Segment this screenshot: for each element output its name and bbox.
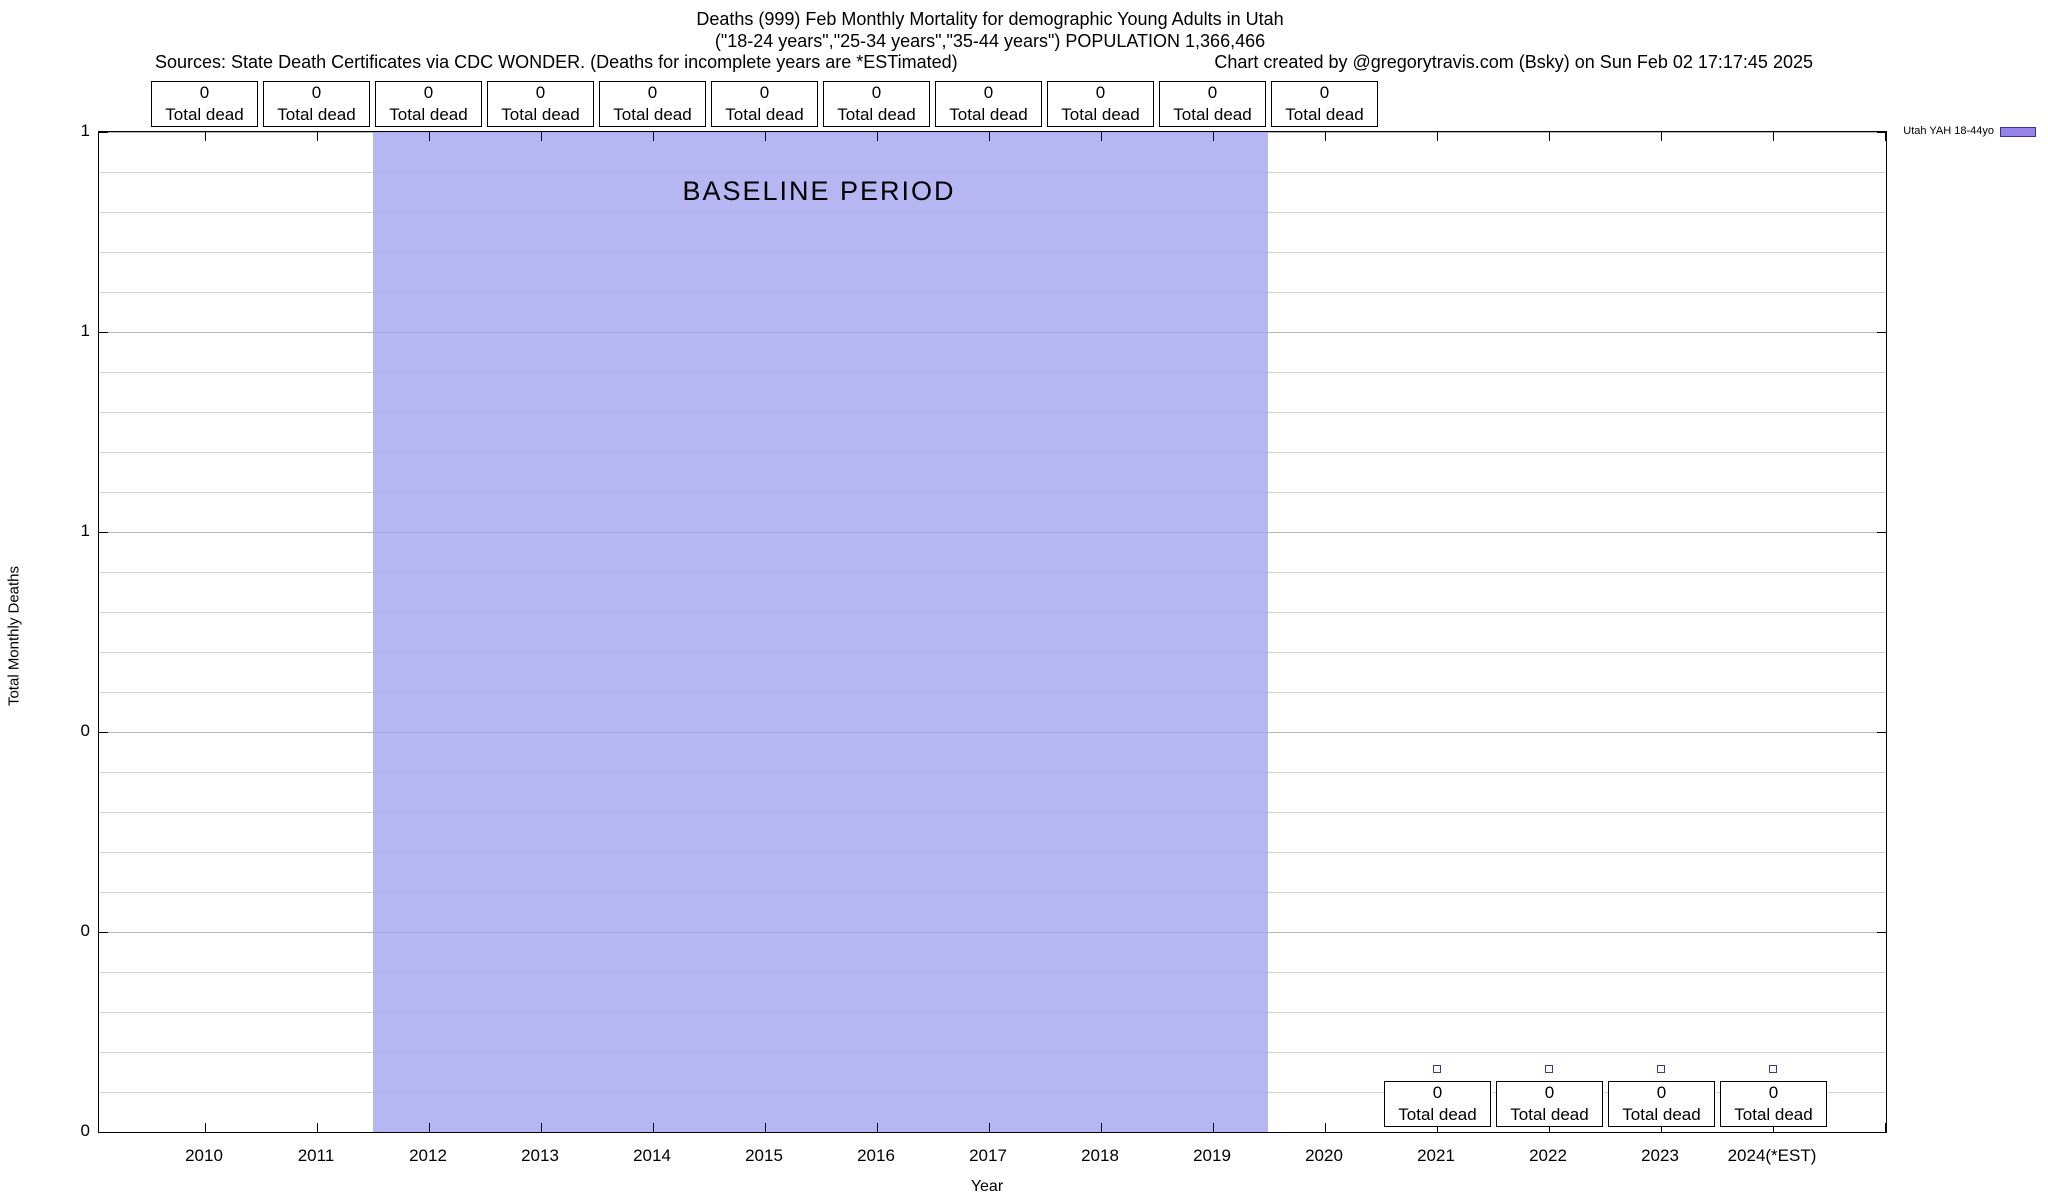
x-axis-label: Year <box>970 1178 1004 1195</box>
annotation-box-2011: 0 Total dead <box>263 81 370 127</box>
annotation-value: 0 <box>647 83 658 102</box>
annotation-box-2024: 0 Total dead <box>1720 1081 1827 1127</box>
annotation-box-2010: 0 Total dead <box>151 81 258 127</box>
annotation-value: 0 <box>199 83 210 102</box>
annotation-box-2018: 0 Total dead <box>1047 81 1154 127</box>
y-tick-label: 1 <box>80 521 90 540</box>
y-tick-label: 0 <box>80 1121 90 1140</box>
y-tick-marks-right <box>1877 132 1886 1132</box>
annotation-value: 0 <box>759 83 770 102</box>
x-tick-marks-bottom <box>99 1123 1886 1132</box>
annotation-value: 0 <box>1319 83 1330 102</box>
annotation-value: 0 <box>1432 1083 1443 1102</box>
data-point-marker-2021 <box>1433 1065 1441 1073</box>
annotation-value: 0 <box>423 83 434 102</box>
annotation-box-2023: 0 Total dead <box>1608 1081 1715 1127</box>
x-tick-label: 2013 <box>521 1146 559 1165</box>
annotation-box-2019: 0 Total dead <box>1159 81 1266 127</box>
annotation-box-2014: 0 Total dead <box>599 81 706 127</box>
annotation-label: Total dead <box>837 105 916 124</box>
x-tick-label: 2010 <box>185 1146 223 1165</box>
sources-note: Sources: State Death Certificates via CD… <box>155 52 958 72</box>
legend-marker-swatch <box>2000 127 2036 137</box>
annotation-label: Total dead <box>165 105 244 124</box>
annotation-label: Total dead <box>1173 105 1252 124</box>
annotation-label: Total dead <box>725 105 804 124</box>
annotation-box-2012: 0 Total dead <box>375 81 482 127</box>
annotation-value: 0 <box>535 83 546 102</box>
x-tick-label: 2018 <box>1081 1146 1119 1165</box>
data-point-marker-2022 <box>1545 1065 1553 1073</box>
plot-area: BASELINE PERIOD 0 Total dead 0 Total dea… <box>98 131 1887 1133</box>
x-tick-label: 2017 <box>969 1146 1007 1165</box>
annotation-box-2021: 0 Total dead <box>1384 1081 1491 1127</box>
chart-header: Deaths (999) Feb Monthly Mortality for d… <box>0 8 1980 52</box>
x-tick-label: 2012 <box>409 1146 447 1165</box>
baseline-label: BASELINE PERIOD <box>682 176 956 206</box>
annotation-label: Total dead <box>1398 1105 1477 1124</box>
y-tick-marks-left <box>99 132 108 1132</box>
annotation-value: 0 <box>983 83 994 102</box>
annotation-box-2016: 0 Total dead <box>823 81 930 127</box>
annotation-value: 0 <box>1207 83 1218 102</box>
annotation-label: Total dead <box>1061 105 1140 124</box>
annotation-label: Total dead <box>277 105 356 124</box>
x-tick-label: 2022 <box>1529 1146 1567 1165</box>
annotation-label: Total dead <box>1622 1105 1701 1124</box>
x-tick-label: 2021 <box>1417 1146 1455 1165</box>
annotation-value: 0 <box>1095 83 1106 102</box>
annotation-label: Total dead <box>501 105 580 124</box>
x-tick-marks-top <box>99 132 1886 141</box>
annotation-label: Total dead <box>389 105 468 124</box>
y-tick-label: 0 <box>80 921 90 940</box>
annotation-label: Total dead <box>613 105 692 124</box>
annotation-box-2017: 0 Total dead <box>935 81 1042 127</box>
x-tick-label: 2019 <box>1193 1146 1231 1165</box>
data-point-marker-2024 <box>1769 1065 1777 1073</box>
y-tick-label: 1 <box>80 121 90 140</box>
x-tick-label: 2020 <box>1305 1146 1343 1165</box>
annotation-label: Total dead <box>949 105 1028 124</box>
annotation-value: 0 <box>1544 1083 1555 1102</box>
credit-note: Chart created by @gregorytravis.com (Bsk… <box>1214 52 1813 72</box>
annotation-label: Total dead <box>1510 1105 1589 1124</box>
annotation-value: 0 <box>1768 1083 1779 1102</box>
x-tick-label: 2023 <box>1641 1146 1679 1165</box>
y-tick-label: 1 <box>80 321 90 340</box>
annotation-value: 0 <box>871 83 882 102</box>
x-tick-label: 2015 <box>745 1146 783 1165</box>
chart-subtitle: ("18-24 years","25-34 years","35-44 year… <box>714 31 1266 51</box>
annotation-box-2015: 0 Total dead <box>711 81 818 127</box>
annotation-label: Total dead <box>1285 105 1364 124</box>
annotation-box-2013: 0 Total dead <box>487 81 594 127</box>
annotation-value: 0 <box>1656 1083 1667 1102</box>
x-tick-label: 2016 <box>857 1146 895 1165</box>
x-tick-label: 2014 <box>633 1146 671 1165</box>
data-point-marker-2023 <box>1657 1065 1665 1073</box>
legend-label: Utah YAH 18-44yo <box>1903 125 1994 137</box>
x-tick-label: 2024(*EST) <box>1727 1146 1817 1165</box>
annotation-label: Total dead <box>1734 1105 1813 1124</box>
baseline-region <box>373 132 1268 1132</box>
annotation-box-2022: 0 Total dead <box>1496 1081 1603 1127</box>
annotation-value: 0 <box>311 83 322 102</box>
y-tick-label: 0 <box>80 721 90 740</box>
x-tick-label: 2011 <box>297 1146 335 1165</box>
annotation-box-2020: 0 Total dead <box>1271 81 1378 127</box>
y-axis-label: Total Monthly Deaths <box>5 565 23 707</box>
chart-title: Deaths (999) Feb Monthly Mortality for d… <box>696 9 1284 29</box>
